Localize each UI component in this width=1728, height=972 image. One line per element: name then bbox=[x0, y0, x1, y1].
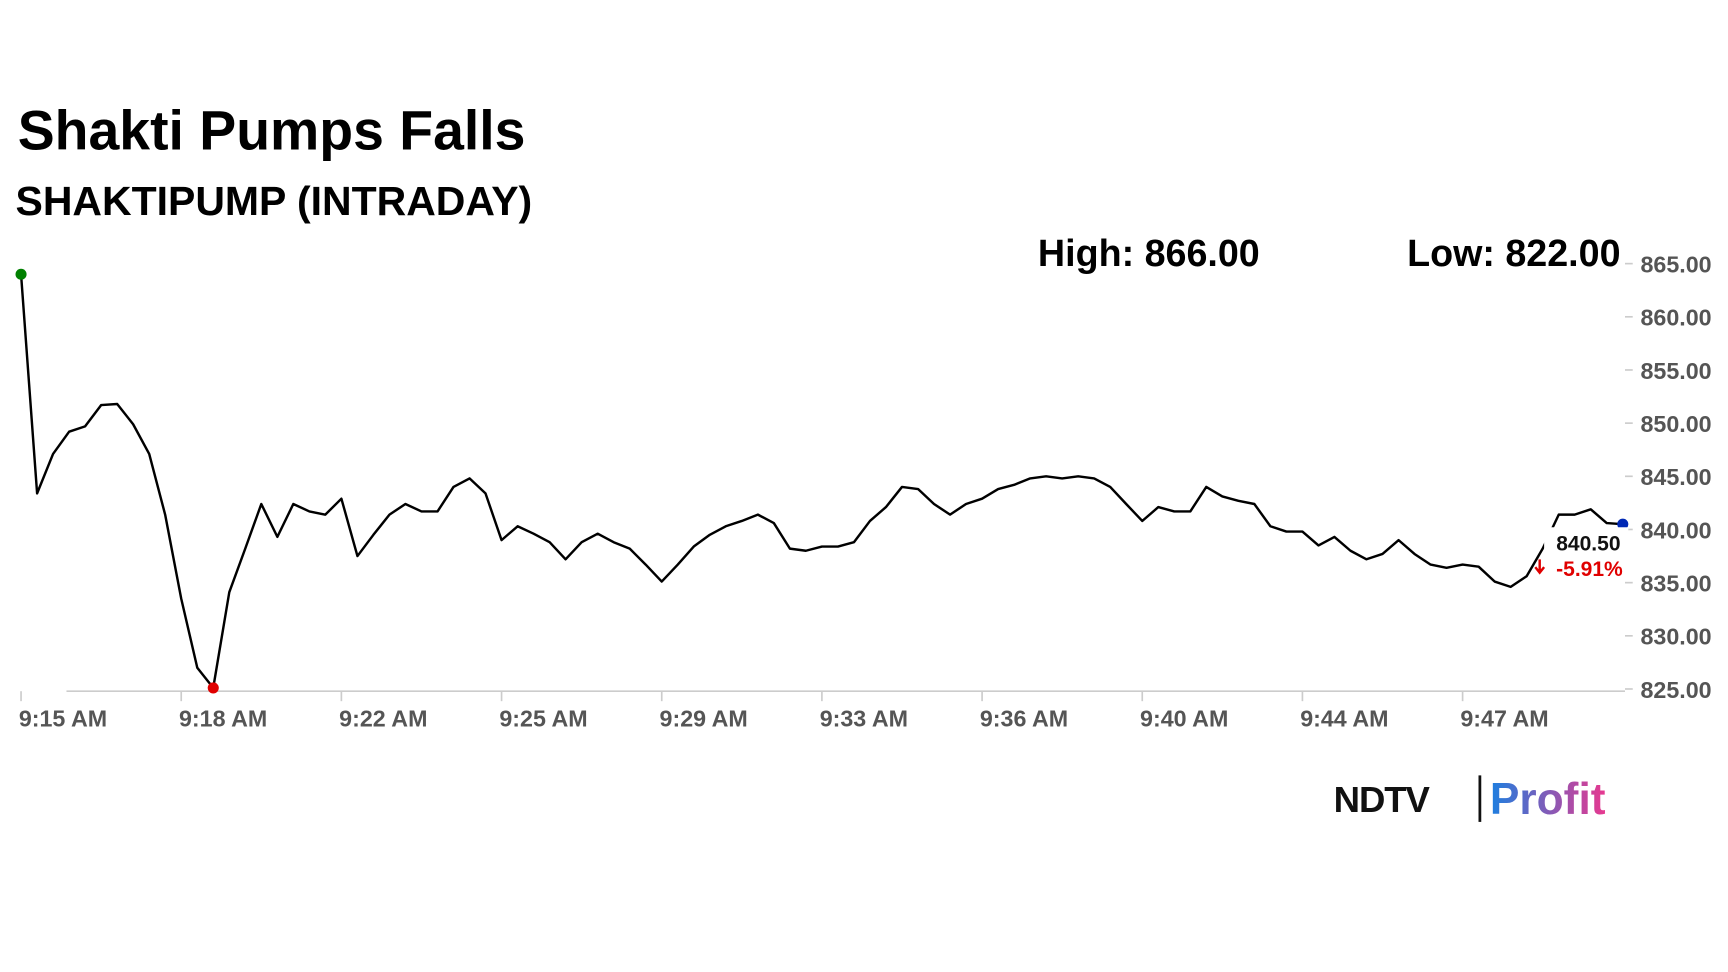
brand-ndtv: NDTV bbox=[1334, 779, 1431, 820]
x-tick-label: 9:36 AM bbox=[980, 706, 1068, 732]
low-point bbox=[207, 682, 219, 694]
plot: 825.00 830.00 835.00 840.00 845.00 850.00 855.… bbox=[15, 251, 1712, 732]
y-tick-label: 855.00 bbox=[1640, 358, 1711, 384]
change: -5.91% bbox=[1556, 558, 1623, 581]
price-line bbox=[19, 274, 1623, 690]
x-tick-label: 9:44 AM bbox=[1300, 706, 1388, 732]
y-tick-label: 825.00 bbox=[1640, 677, 1711, 703]
x-tick-label: 9:15 AM bbox=[19, 706, 107, 732]
x-tick-label: 9:40 AM bbox=[1140, 706, 1228, 732]
y-tick-label: 860.00 bbox=[1640, 305, 1711, 331]
x-tick-label: 9:47 AM bbox=[1460, 706, 1548, 732]
last-price: 840.50 bbox=[1556, 533, 1620, 556]
chart-title: Shakti Pumps Falls bbox=[18, 100, 526, 162]
x-tick-label: 9:22 AM bbox=[339, 706, 427, 732]
y-tick-label: 830.00 bbox=[1640, 624, 1711, 650]
price-box bbox=[1544, 527, 1629, 581]
x-tick-label: 9:18 AM bbox=[179, 706, 267, 732]
y-tick-label: 840.00 bbox=[1640, 517, 1711, 543]
x-tick-label: 9:25 AM bbox=[499, 706, 587, 732]
low-label: Low: 822.00 bbox=[1407, 232, 1620, 274]
x-tick-label: 9:33 AM bbox=[820, 706, 908, 732]
y-tick-label: 835.00 bbox=[1640, 571, 1711, 597]
y-tick-label: 865.00 bbox=[1640, 251, 1711, 277]
y-tick-label: 845.00 bbox=[1640, 464, 1711, 490]
y-tick-label: 850.00 bbox=[1640, 411, 1711, 437]
last-point bbox=[1617, 518, 1629, 530]
high-label: High: 866.00 bbox=[1038, 232, 1260, 274]
brand-profit: Profit bbox=[1490, 775, 1606, 824]
x-tick-label: 9:29 AM bbox=[660, 706, 748, 732]
first-point bbox=[15, 268, 27, 280]
down-arrow bbox=[1534, 559, 1546, 575]
chart-subtitle: SHAKTIPUMP (INTRADAY) bbox=[16, 178, 533, 224]
